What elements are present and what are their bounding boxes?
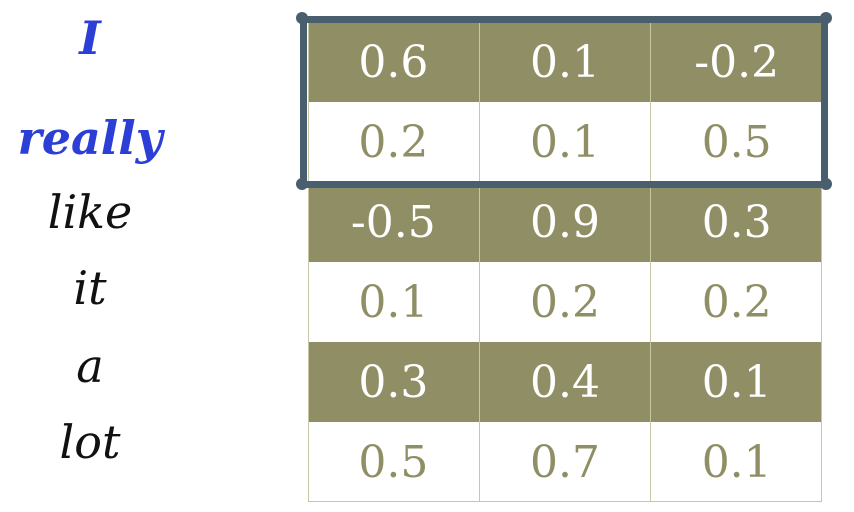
word-1: really bbox=[17, 111, 163, 165]
matrix-cell: 0.5 bbox=[701, 116, 772, 168]
matrix-cell: 0.1 bbox=[701, 436, 772, 488]
window-corner-dot bbox=[296, 178, 308, 190]
matrix-cell: 0.2 bbox=[480, 262, 652, 342]
word-5: lot bbox=[59, 415, 121, 469]
matrix-cell: 0.1 bbox=[480, 102, 652, 182]
matrix-cell: 0.1 bbox=[480, 22, 652, 102]
matrix-cell: -0.2 bbox=[694, 36, 780, 88]
window-corner-dot bbox=[820, 12, 832, 24]
word-4: a bbox=[76, 339, 104, 393]
matrix-cell: 0.7 bbox=[480, 422, 652, 502]
matrix-cell: 0.2 bbox=[701, 276, 772, 328]
matrix-cell: 0.1 bbox=[701, 356, 772, 408]
matrix-row-0: 0.6 0.1 -0.2 bbox=[308, 22, 822, 102]
window-corner-dot bbox=[296, 12, 308, 24]
embedding-matrix: 0.6 0.1 -0.2 0.2 0.1 0.5 -0.5 0.9 0.3 0.… bbox=[308, 22, 822, 502]
matrix-cell: 0.1 bbox=[308, 262, 480, 342]
matrix-row-1: 0.2 0.1 0.5 bbox=[308, 102, 822, 182]
matrix-cell: 0.5 bbox=[308, 422, 480, 502]
matrix-cell: 0.3 bbox=[308, 342, 480, 422]
matrix-cell: 0.3 bbox=[701, 196, 772, 248]
matrix-cell: 0.6 bbox=[308, 22, 480, 102]
word-0: I bbox=[79, 11, 101, 65]
matrix-cell: 0.9 bbox=[480, 182, 652, 262]
word-column: I really like it a lot bbox=[0, 0, 180, 512]
window-corner-dot bbox=[820, 178, 832, 190]
matrix-row-2: -0.5 0.9 0.3 bbox=[308, 182, 822, 262]
matrix-cell: 0.4 bbox=[480, 342, 652, 422]
matrix-row-4: 0.3 0.4 0.1 bbox=[308, 342, 822, 422]
matrix-cell: -0.5 bbox=[308, 182, 480, 262]
matrix-row-5: 0.5 0.7 0.1 bbox=[308, 422, 822, 502]
word-2: like bbox=[47, 185, 133, 239]
matrix-row-3: 0.1 0.2 0.2 bbox=[308, 262, 822, 342]
word-3: it bbox=[73, 261, 107, 315]
matrix-cell: 0.2 bbox=[308, 102, 480, 182]
